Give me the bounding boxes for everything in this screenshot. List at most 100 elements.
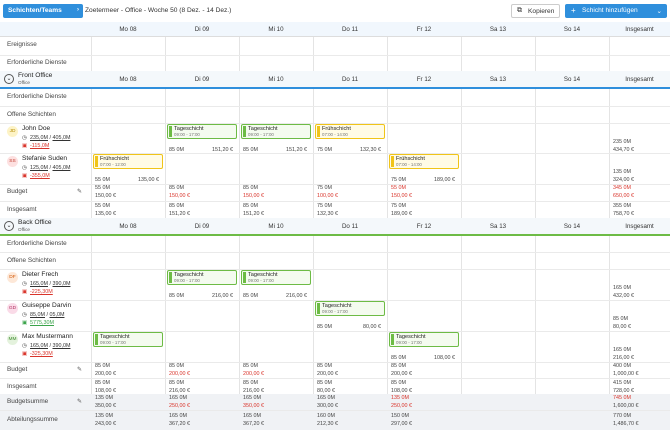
shift-card[interactable]: Frühschicht 07:00 - 14:00 <box>315 124 385 139</box>
row-divider <box>0 184 670 185</box>
shift-title: Frühschicht <box>396 156 425 162</box>
dept-sum-hours: 135 0M <box>95 413 113 419</box>
shift-card[interactable]: Frühschicht 07:00 - 12:00 <box>93 154 163 169</box>
collapse-icon[interactable]: ⌄ <box>4 221 14 231</box>
employee-name[interactable]: Max Mustermann <box>22 333 73 340</box>
edit-pencil-icon[interactable]: ✎ <box>77 189 83 195</box>
row-divider <box>0 362 670 363</box>
total-hours: 85 0M <box>243 203 258 209</box>
group-day-header: Fr 12 <box>416 223 432 230</box>
group-row[interactable]: ⌄ Front Office Office Mo 08 Di 09 Mi 10 Do 11 F… <box>0 71 670 87</box>
avatar: DF <box>7 272 18 283</box>
group-row[interactable]: ⌄ Back Office Office Mo 08 Di 09 Mi 10 Do 11 Fr… <box>0 218 670 234</box>
clock-icon: ◷ <box>22 343 27 349</box>
add-shift-button[interactable]: + Schicht hinzufügen ⌄ <box>565 4 667 18</box>
employee-name[interactable]: Stefanie Suden <box>22 155 68 162</box>
hours-balance: ▣ 5775,30M <box>22 320 54 326</box>
open-shifts-label: Offene Schichten <box>7 111 56 118</box>
budget-hours: 345 0M <box>613 185 631 191</box>
total-cost: 135,00 € <box>95 211 116 217</box>
shift-title: Frühschicht <box>100 156 129 162</box>
total-cost: 758,70 € <box>613 211 634 217</box>
avatar: SS <box>7 156 18 167</box>
shift-card[interactable]: Tageschicht 09:00 - 17:00 <box>93 332 163 347</box>
group-underline <box>0 87 670 89</box>
shift-card[interactable]: Tageschicht 09:00 - 17:00 <box>241 270 311 285</box>
edit-pencil-icon[interactable]: ✎ <box>77 367 83 373</box>
budget-sum-hours: 135 0M <box>391 395 409 401</box>
dept-sum-cost: 212,30 € <box>317 421 338 427</box>
budget-hours: 85 0M <box>391 363 406 369</box>
employee-total-hours: 235 0M <box>613 139 631 145</box>
shift-color-bar <box>317 303 320 314</box>
shift-card[interactable]: Tageschicht 09:00 - 17:00 <box>241 124 311 139</box>
budget-cost: 150,00 € <box>169 193 190 199</box>
group-day-header: Insgesamt <box>625 223 654 230</box>
employee-total-cost: 80,00 € <box>613 324 631 330</box>
dept-sum-hours: 770 0M <box>613 413 631 419</box>
shift-cost: 216,00 € <box>286 293 307 299</box>
chevron-down-icon: ⌄ <box>656 8 662 15</box>
shift-color-bar <box>95 334 98 345</box>
total-hours: 75 0M <box>391 203 406 209</box>
shift-card[interactable]: Frühschicht 07:00 - 14:00 <box>389 154 459 169</box>
budget-cost: 650,00 € <box>613 193 634 199</box>
shift-card[interactable]: Tageschicht 09:00 - 17:00 <box>315 301 385 316</box>
clock-icon: ◷ <box>22 165 27 171</box>
day-header: Di 09 <box>194 26 210 33</box>
contract-hours: 405,0M <box>52 165 71 171</box>
shift-card[interactable]: Tageschicht 09:00 - 17:00 <box>389 332 459 347</box>
shift-title: Tageschicht <box>248 272 278 278</box>
employee-total-hours: 165 0M <box>613 285 631 291</box>
budget-cost: 1,000,00 € <box>613 371 639 377</box>
employee-name[interactable]: John Doe <box>22 125 51 132</box>
avatar: GD <box>7 303 18 314</box>
shift-time: 07:00 - 14:00 <box>322 132 348 137</box>
total-hours: 75 0M <box>317 203 332 209</box>
balance-value: -225,30M <box>30 289 53 295</box>
budget-sum-cost: 350,00 € <box>95 403 116 409</box>
group-day-header: Mi 10 <box>268 223 284 230</box>
shift-hours: 55 0M <box>95 177 110 183</box>
total-cost: 108,00 € <box>95 388 116 394</box>
dept-sum-hours: 165 0M <box>243 413 261 419</box>
edit-pencil-icon[interactable]: ✎ <box>77 399 83 405</box>
teams-dropdown-button[interactable]: Schichten/Teams › <box>3 4 83 18</box>
budget-cost: 200,00 € <box>391 371 412 377</box>
total-hours: 415 0M <box>613 380 631 386</box>
budget-sum-hours: 165 0M <box>169 395 187 401</box>
budget-label: Budget <box>7 366 28 373</box>
copy-button[interactable]: ⧉ Kopieren <box>511 4 560 18</box>
budget-sum-cost: 250,00 € <box>169 403 190 409</box>
avatar: MM <box>7 334 18 345</box>
employee-name[interactable]: Guiseppe Darvin <box>22 302 72 309</box>
collapse-icon[interactable]: ⌄ <box>4 74 14 84</box>
planned-hours: ◷ 165,0M / 390,0M <box>22 343 71 349</box>
balance-value: -325,30M <box>30 351 53 357</box>
budget-hours: 85 0M <box>169 363 184 369</box>
budget-hours: 85 0M <box>169 185 184 191</box>
employee-name[interactable]: Dieter Frech <box>22 271 59 278</box>
total-label: Insgesamt <box>7 383 37 390</box>
shift-cost: 80,00 € <box>363 324 381 330</box>
total-hours: 85 0M <box>169 380 184 386</box>
budget-hours: 85 0M <box>95 363 110 369</box>
budget-cost: 200,00 € <box>95 371 116 377</box>
group-day-header: Do 11 <box>341 223 359 230</box>
budget-sum-cost: 250,00 € <box>391 403 412 409</box>
shift-cost: 151,20 € <box>212 147 233 153</box>
shift-color-bar <box>169 272 172 283</box>
employee-total-cost: 434,70 € <box>613 147 634 153</box>
day-header: So 14 <box>563 26 581 33</box>
dept-sum-label: Abteilungssumme <box>7 416 58 423</box>
hours-value: 125,0M <box>30 165 48 171</box>
copy-icon: ⧉ <box>517 7 522 14</box>
employee-total-cost: 216,00 € <box>613 355 634 361</box>
shift-card[interactable]: Tageschicht 09:00 - 17:00 <box>167 124 237 139</box>
shift-cost: 132,30 € <box>360 147 381 153</box>
row-divider <box>0 410 670 411</box>
copy-button-label: Kopieren <box>528 8 555 15</box>
dept-sum-cost: 1,486,70 € <box>613 421 639 427</box>
shift-color-bar <box>391 156 394 167</box>
shift-card[interactable]: Tageschicht 09:00 - 17:00 <box>167 270 237 285</box>
